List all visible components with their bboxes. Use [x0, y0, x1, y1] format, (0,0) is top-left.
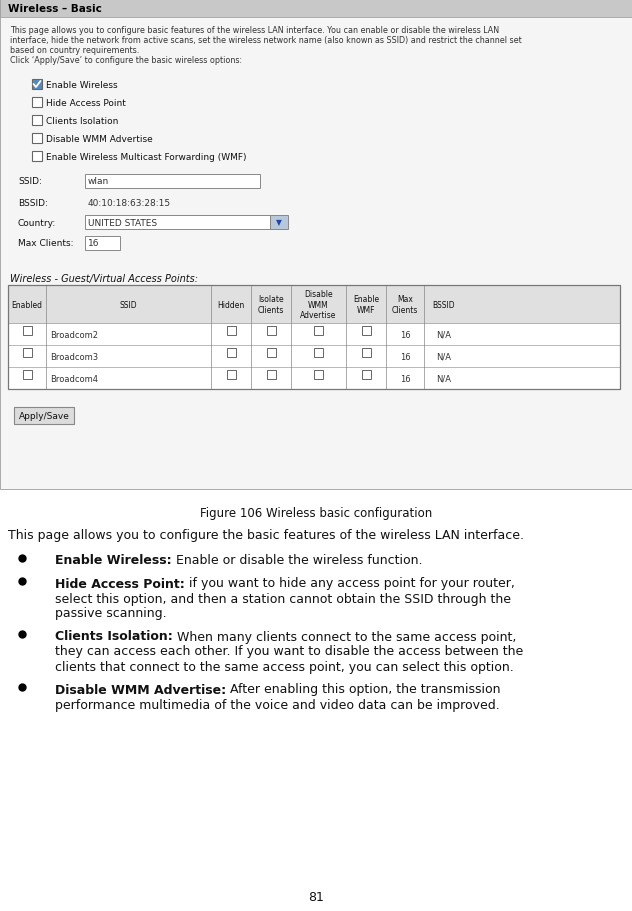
Text: Wireless - Guest/Virtual Access Points:: Wireless - Guest/Virtual Access Points:	[10, 273, 198, 283]
Text: Hide Access Point: Hide Access Point	[46, 98, 126, 107]
Text: interface, hide the network from active scans, set the wireless network name (al: interface, hide the network from active …	[10, 36, 522, 45]
Text: Hidden: Hidden	[217, 300, 245, 309]
Bar	[314, 370, 323, 379]
Text: This page allows you to configure the basic features of the wireless LAN interfa: This page allows you to configure the ba…	[8, 529, 524, 542]
Bar	[267, 370, 276, 379]
Text: BSSID:: BSSID:	[18, 199, 48, 208]
Bar	[14, 407, 74, 425]
Text: if you want to hide any access point for your router,: if you want to hide any access point for…	[185, 577, 514, 589]
Bar	[226, 348, 236, 357]
Bar	[85, 237, 120, 251]
Text: Enable Wireless:: Enable Wireless:	[55, 554, 172, 567]
Bar	[8, 286, 620, 323]
Text: they can access each other. If you want to disable the access between the: they can access each other. If you want …	[55, 645, 523, 658]
Text: SSID:: SSID:	[18, 178, 42, 186]
Bar	[32, 97, 42, 107]
Text: Max Clients:: Max Clients:	[18, 240, 73, 248]
Bar	[226, 370, 236, 379]
Text: ▼: ▼	[276, 219, 282, 227]
Text: Click ‘Apply/Save’ to configure the basic wireless options:: Click ‘Apply/Save’ to configure the basi…	[10, 56, 242, 65]
Text: clients that connect to the same access point, you can select this option.: clients that connect to the same access …	[55, 660, 514, 672]
Text: Enable Wireless Multicast Forwarding (WMF): Enable Wireless Multicast Forwarding (WM…	[46, 152, 246, 161]
Text: Broadcom3: Broadcom3	[50, 353, 98, 361]
Text: Max
Clients: Max Clients	[392, 295, 418, 314]
Text: passive scanning.: passive scanning.	[55, 607, 167, 619]
Text: Enabled: Enabled	[11, 300, 42, 309]
Text: 16: 16	[88, 240, 99, 248]
Bar	[32, 134, 42, 144]
Bar	[23, 348, 32, 357]
Bar	[8, 286, 620, 390]
Text: After enabling this option, the transmission: After enabling this option, the transmis…	[226, 682, 501, 696]
Text: N/A: N/A	[437, 374, 451, 384]
Text: Isolate
Clients: Isolate Clients	[258, 295, 284, 314]
Bar	[0, 0, 632, 18]
Text: 81: 81	[308, 891, 324, 904]
Text: N/A: N/A	[437, 353, 451, 361]
Text: 16: 16	[399, 330, 410, 339]
Bar	[32, 152, 42, 162]
Bar	[32, 80, 42, 89]
Bar	[314, 326, 323, 335]
Bar	[85, 216, 270, 230]
Text: Wireless – Basic: Wireless – Basic	[8, 4, 102, 14]
Bar	[8, 323, 620, 345]
Bar	[8, 345, 620, 368]
Text: N/A: N/A	[437, 330, 451, 339]
Bar	[23, 326, 32, 335]
Bar	[362, 326, 370, 335]
Text: Apply/Save: Apply/Save	[18, 412, 70, 421]
Bar	[267, 348, 276, 357]
Bar	[23, 370, 32, 379]
Text: Enable Wireless: Enable Wireless	[46, 80, 118, 89]
Text: 16: 16	[399, 353, 410, 361]
Text: Figure 106 Wireless basic configuration: Figure 106 Wireless basic configuration	[200, 507, 432, 520]
Text: based on country requirements.: based on country requirements.	[10, 46, 139, 55]
Text: Broadcom4: Broadcom4	[50, 374, 98, 384]
Text: BSSID: BSSID	[433, 300, 455, 309]
Text: Country:: Country:	[18, 219, 56, 227]
Text: 16: 16	[399, 374, 410, 384]
Text: Disable WMM Advertise:: Disable WMM Advertise:	[55, 682, 226, 696]
Text: Disable
WMM
Advertise: Disable WMM Advertise	[300, 290, 337, 320]
Bar	[32, 80, 42, 90]
Bar	[267, 326, 276, 335]
Bar	[314, 348, 323, 357]
Text: Disable WMM Advertise: Disable WMM Advertise	[46, 134, 153, 143]
Bar	[362, 348, 370, 357]
Text: 40:10:18:63:28:15: 40:10:18:63:28:15	[88, 199, 171, 208]
Text: Broadcom2: Broadcom2	[50, 330, 98, 339]
Text: Enable
WMF: Enable WMF	[353, 295, 379, 314]
Text: Enable or disable the wireless function.: Enable or disable the wireless function.	[172, 554, 422, 567]
Bar	[85, 175, 260, 189]
Bar	[8, 368, 620, 390]
Bar	[226, 326, 236, 335]
Text: SSID: SSID	[119, 300, 137, 309]
Text: select this option, and then a station cannot obtain the SSID through the: select this option, and then a station c…	[55, 592, 511, 605]
Text: Clients Isolation: Clients Isolation	[46, 117, 118, 126]
Text: This page allows you to configure basic features of the wireless LAN interface. : This page allows you to configure basic …	[10, 26, 499, 35]
Bar	[270, 216, 288, 230]
Text: Hide Access Point:: Hide Access Point:	[55, 577, 185, 589]
Text: performance multimedia of the voice and video data can be improved.: performance multimedia of the voice and …	[55, 698, 500, 711]
Text: When many clients connect to the same access point,: When many clients connect to the same ac…	[173, 630, 516, 643]
Text: wlan: wlan	[88, 178, 109, 186]
Text: Clients Isolation:: Clients Isolation:	[55, 630, 173, 643]
Bar	[0, 0, 632, 489]
Bar	[32, 116, 42, 126]
Bar	[362, 370, 370, 379]
Text: UNITED STATES: UNITED STATES	[88, 219, 157, 227]
